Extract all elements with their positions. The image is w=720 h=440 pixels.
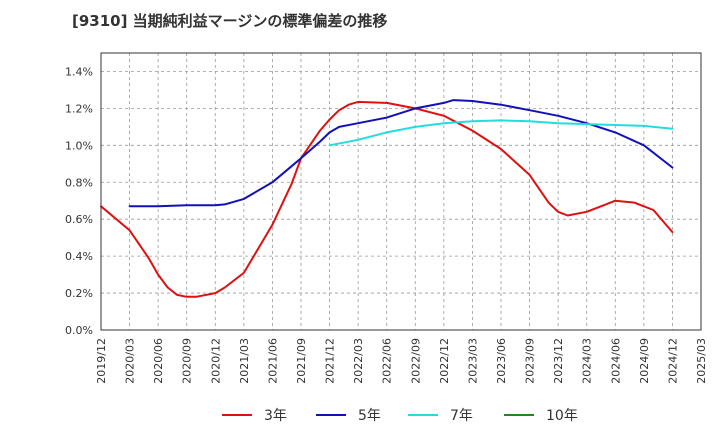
y-tick-label: 1.0%: [65, 139, 93, 152]
x-tick-label: 2020/03: [124, 338, 137, 384]
x-tick-label: 2020/12: [209, 338, 222, 384]
x-tick-label: 2023/03: [466, 338, 479, 384]
x-tick-label: 2024/06: [609, 338, 622, 384]
x-tick-label: 2022/12: [438, 338, 451, 384]
x-axis: 2019/12 2020/03 2020/06 2020/09 2020/12 2021/…: [95, 338, 708, 384]
y-tick-label: 1.2%: [65, 102, 93, 115]
x-tick-label: 2024/03: [581, 338, 594, 384]
y-tick-label: 0.6%: [65, 213, 93, 226]
series-layer: [100, 99, 674, 298]
plot-frame: [100, 52, 702, 331]
x-tick-label: 2021/06: [266, 338, 279, 384]
x-tick-label: 2024/12: [666, 338, 679, 384]
y-tick-label: 1.4%: [65, 65, 93, 78]
x-tick-label: 2019/12: [95, 338, 108, 384]
x-tick-label: 2020/09: [181, 338, 194, 384]
legend: 3年 5年 7年 10年: [222, 408, 578, 424]
x-tick-label: 2021/09: [295, 338, 308, 384]
series-line: [100, 100, 674, 298]
x-tick-label: 2022/09: [409, 338, 422, 384]
legend-label: 3年: [264, 408, 287, 424]
chart-title: [9310] 当期純利益マージンの標準偏差の推移: [72, 12, 388, 30]
legend-label: 7年: [450, 408, 473, 424]
x-tick-label: 2024/09: [638, 338, 651, 384]
x-tick-label: 2022/03: [352, 338, 365, 384]
y-axis: 0.0% 0.2% 0.4% 0.6% 0.8% 1.0% 1.2% 1.4%: [65, 65, 93, 337]
x-tick-label: 2021/03: [238, 338, 251, 384]
legend-label: 5年: [358, 408, 381, 424]
x-tick-label: 2020/06: [152, 338, 165, 384]
x-tick-label: 2025/03: [695, 338, 708, 384]
y-tick-label: 0.4%: [65, 250, 93, 263]
x-tick-label: 2023/09: [524, 338, 537, 384]
grid-layer: [101, 53, 701, 330]
x-tick-label: 2021/12: [324, 338, 337, 384]
y-tick-label: 0.2%: [65, 287, 93, 300]
series-line: [128, 99, 674, 208]
legend-label: 10年: [546, 408, 578, 424]
x-tick-label: 2022/06: [381, 338, 394, 384]
x-tick-label: 2023/12: [552, 338, 565, 384]
y-tick-label: 0.0%: [65, 324, 93, 337]
y-tick-label: 0.8%: [65, 176, 93, 189]
x-tick-label: 2023/06: [495, 338, 508, 384]
series-line: [328, 119, 674, 147]
